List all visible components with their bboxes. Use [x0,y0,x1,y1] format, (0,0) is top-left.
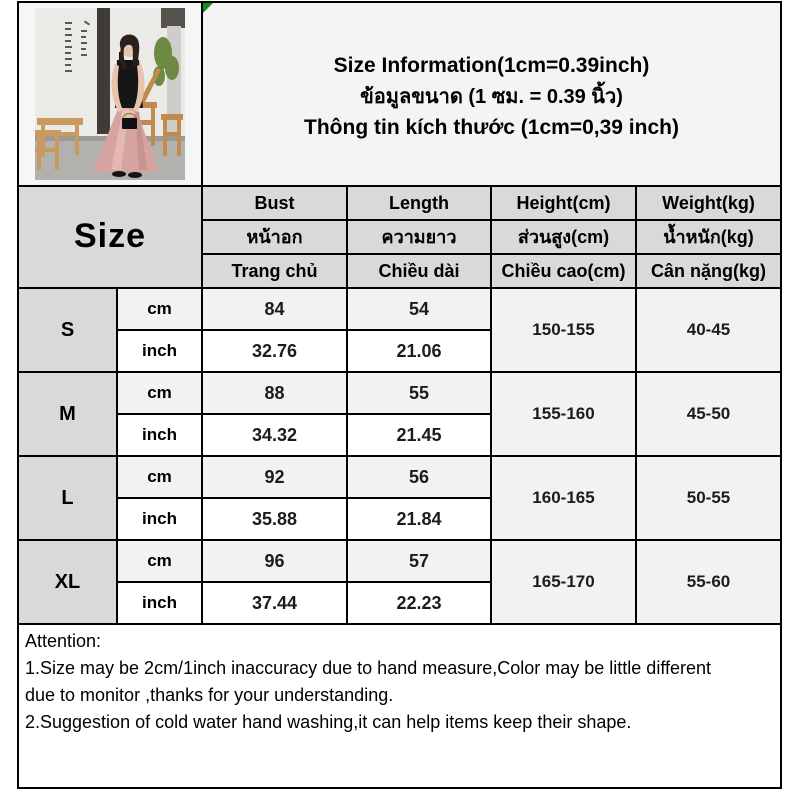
length-inch-l: 21.84 [348,499,490,539]
size-info-title-block: Size Information(1cm=0.39inch) ข้อมูลขนา… [203,3,780,185]
bust-inch-m: 34.32 [203,415,346,455]
bust-cm-m: 88 [203,373,346,413]
unit-cm-l: cm [118,457,201,497]
unit-inch-s: inch [118,331,201,371]
row-size-l: L [19,457,116,539]
cell-corner-marker-icon [203,3,213,13]
bust-inch-xl: 37.44 [203,583,346,623]
header-height-en: Height(cm) [492,187,635,219]
weight-range-l: 50-55 [637,457,780,539]
attention-line-1b: due to monitor ,thanks for your understa… [25,685,394,705]
length-inch-xl: 22.23 [348,583,490,623]
title-thai: ข้อมูลขนาด (1 ซม. = 0.39 นิ้ว) [360,85,623,108]
length-cm-xl: 57 [348,541,490,581]
unit-cm-m: cm [118,373,201,413]
bust-inch-l: 35.88 [203,499,346,539]
attention-heading: Attention: [25,631,102,651]
header-weight-vi: Cân nặng(kg) [637,255,780,287]
unit-cm-xl: cm [118,541,201,581]
length-cm-s: 54 [348,289,490,329]
product-photo-illustration [35,8,185,180]
header-height-th: ส่วนสูง(cm) [492,221,635,253]
header-length-en: Length [348,187,490,219]
unit-inch-m: inch [118,415,201,455]
unit-inch-l: inch [118,499,201,539]
height-range-l: 160-165 [492,457,635,539]
weight-range-m: 45-50 [637,373,780,455]
attention-note: Attention: 1.Size may be 2cm/1inch inacc… [19,625,780,787]
attention-line-2: 2.Suggestion of cold water hand washing,… [25,712,632,732]
height-range-s: 150-155 [492,289,635,371]
length-cm-m: 55 [348,373,490,413]
bust-cm-xl: 96 [203,541,346,581]
attention-line-1: 1.Size may be 2cm/1inch inaccuracy due t… [25,658,712,678]
header-weight-en: Weight(kg) [637,187,780,219]
header-length-vi: Chiều dài [348,255,490,287]
header-weight-th: น้ำหนัก(kg) [637,221,780,253]
title-vietnamese: Thông tin kích thước (1cm=0,39 inch) [304,115,679,139]
header-bust-en: Bust [203,187,346,219]
weight-range-xl: 55-60 [637,541,780,623]
header-bust-vi: Trang chủ [203,255,346,287]
bust-inch-s: 32.76 [203,331,346,371]
title-english: Size Information(1cm=0.39inch) [333,54,650,78]
weight-range-s: 40-45 [637,289,780,371]
header-height-vi: Chiều cao(cm) [492,255,635,287]
row-size-xl: XL [19,541,116,623]
length-cm-l: 56 [348,457,490,497]
height-range-m: 155-160 [492,373,635,455]
header-length-th: ความยาว [348,221,490,253]
length-inch-s: 21.06 [348,331,490,371]
size-column-header: Size [19,187,201,287]
unit-inch-xl: inch [118,583,201,623]
bust-cm-s: 84 [203,289,346,329]
unit-cm-s: cm [118,289,201,329]
row-size-s: S [19,289,116,371]
product-photo [19,3,201,185]
row-size-m: M [19,373,116,455]
size-chart-sheet: Size Information(1cm=0.39inch) ข้อมูลขนา… [17,1,782,789]
height-range-xl: 165-170 [492,541,635,623]
bust-cm-l: 92 [203,457,346,497]
length-inch-m: 21.45 [348,415,490,455]
header-bust-th: หน้าอก [203,221,346,253]
